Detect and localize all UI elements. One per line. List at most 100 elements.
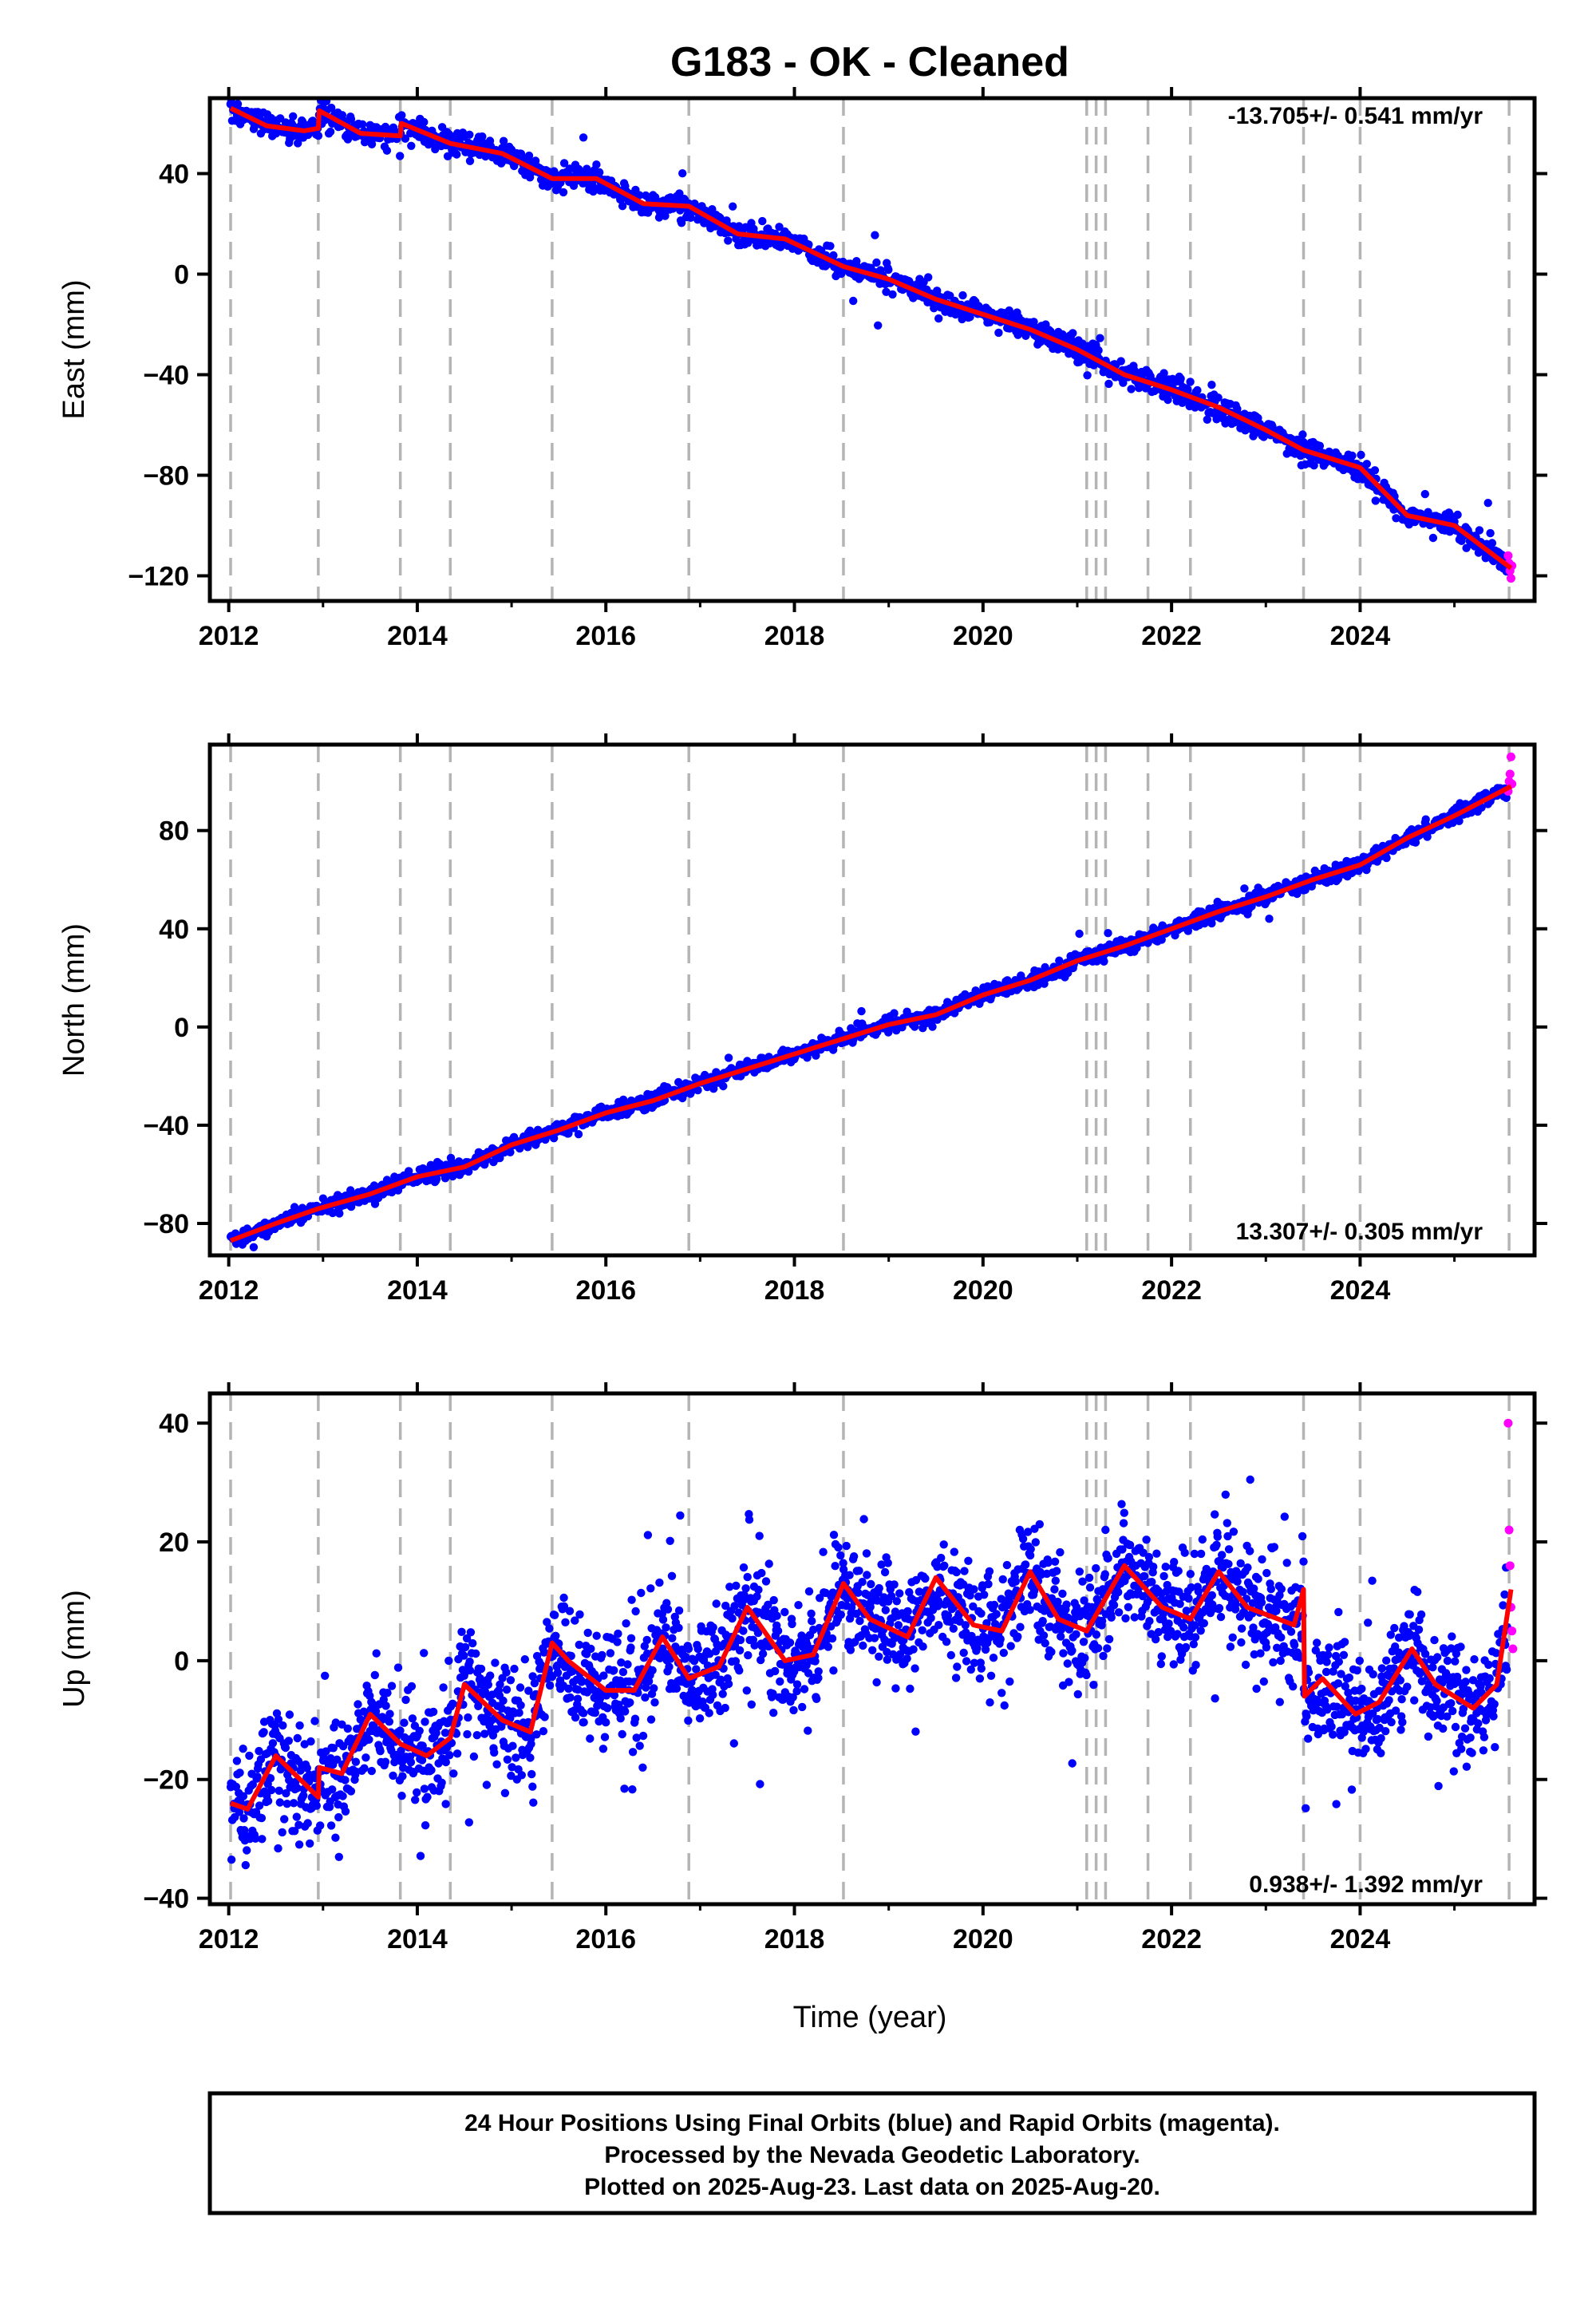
final-orbit-point: [812, 1694, 821, 1703]
final-orbit-point: [1050, 1585, 1059, 1594]
final-orbit-point: [960, 1567, 969, 1575]
final-orbit-point: [1025, 1606, 1034, 1614]
final-orbit-point: [802, 1661, 811, 1670]
final-orbit-point: [890, 1580, 899, 1589]
final-orbit-point: [274, 1844, 282, 1853]
final-orbit-point: [335, 1209, 344, 1218]
final-orbit-point: [255, 1746, 263, 1756]
final-orbit-point: [966, 313, 974, 322]
y-axis-label: North (mm): [57, 923, 91, 1077]
x-tick-label: 2018: [764, 621, 825, 651]
final-orbit-point: [871, 231, 879, 239]
final-orbit-point: [950, 1547, 959, 1556]
final-orbit-point: [1486, 528, 1495, 538]
final-orbit-point: [1044, 1558, 1053, 1567]
final-orbit-point: [598, 1650, 606, 1660]
final-orbit-point: [1207, 381, 1216, 389]
final-orbit-point: [858, 1578, 867, 1587]
final-orbit-point: [874, 321, 883, 330]
final-orbit-point: [482, 1780, 492, 1789]
final-orbit-point: [398, 1772, 407, 1780]
final-orbit-point: [543, 1618, 551, 1626]
final-orbit-point: [769, 1595, 778, 1605]
final-orbit-point: [321, 1671, 330, 1680]
final-orbit-point: [884, 1028, 893, 1037]
rapid-orbit-point: [1505, 769, 1515, 779]
final-orbit-point: [341, 1776, 350, 1784]
final-orbit-point: [1057, 1632, 1065, 1641]
final-orbit-point: [882, 287, 891, 296]
final-orbit-point: [540, 1713, 549, 1721]
final-orbit-point: [903, 1654, 911, 1663]
final-orbit-point: [814, 1667, 823, 1676]
final-orbit-point: [855, 1616, 864, 1626]
final-orbit-point: [524, 1686, 533, 1695]
final-orbit-point: [462, 1634, 472, 1643]
final-orbit-point: [268, 1739, 278, 1748]
final-orbit-point: [1203, 415, 1212, 424]
final-orbit-point: [492, 1760, 501, 1769]
final-orbit-point: [804, 1587, 814, 1596]
final-orbit-point: [1065, 1678, 1073, 1686]
final-orbit-point: [472, 1731, 481, 1740]
final-orbit-point: [1089, 361, 1098, 370]
final-orbit-point: [859, 1641, 867, 1650]
final-orbit-point: [393, 1663, 403, 1672]
model-fit-line: [229, 105, 1513, 571]
final-orbit-point: [663, 1605, 673, 1614]
final-orbit-point: [367, 1766, 376, 1776]
final-orbit-point: [539, 1727, 548, 1736]
final-orbit-point: [1315, 441, 1325, 450]
final-orbit-point: [764, 1559, 773, 1568]
final-orbit-point: [599, 1671, 608, 1680]
final-orbit-point: [326, 127, 335, 136]
x-tick-label: 2022: [1141, 1275, 1202, 1306]
final-orbit-point: [1078, 1577, 1087, 1586]
final-orbit-point: [628, 1748, 638, 1757]
final-orbit-point: [635, 1741, 644, 1750]
x-tick-label: 2018: [764, 1275, 825, 1306]
final-orbit-point: [592, 160, 601, 169]
final-orbit-point: [441, 1757, 450, 1767]
final-orbit-point: [1023, 1528, 1033, 1536]
final-orbit-point: [245, 1751, 254, 1761]
final-orbit-point: [253, 1773, 262, 1781]
final-orbit-point: [966, 1665, 976, 1674]
final-orbit-point: [1039, 1631, 1049, 1640]
final-orbit-point: [520, 1655, 529, 1664]
final-orbit-point: [550, 1611, 559, 1620]
final-orbit-point: [1233, 405, 1242, 413]
final-orbit-point: [711, 1670, 720, 1679]
final-orbit-point: [385, 1717, 393, 1726]
final-orbit-point: [464, 1818, 473, 1827]
final-orbit-point: [905, 1587, 914, 1597]
final-orbit-point: [360, 1764, 369, 1773]
final-orbit-point: [711, 1647, 721, 1656]
final-orbit-point: [875, 1583, 883, 1593]
final-orbit-point: [465, 1666, 475, 1675]
final-orbit-point: [1094, 346, 1103, 355]
final-orbit-point: [480, 1729, 489, 1738]
final-orbit-point: [1018, 1535, 1028, 1543]
final-orbit-point: [356, 1715, 365, 1724]
final-orbit-point: [755, 1531, 764, 1540]
final-orbit-point: [894, 1621, 903, 1630]
final-orbit-point: [293, 1733, 302, 1743]
final-orbit-point: [417, 1756, 427, 1765]
y-tick-label: 0: [174, 260, 189, 290]
final-orbit-point: [674, 1077, 683, 1087]
final-orbit-point: [677, 219, 686, 227]
final-orbit-point: [756, 1780, 764, 1788]
final-orbit-point: [476, 1664, 486, 1674]
final-orbit-point: [1186, 377, 1195, 386]
final-orbit-point: [258, 1835, 267, 1844]
final-orbit-point: [614, 1629, 622, 1638]
final-orbit-point: [1240, 884, 1249, 893]
final-orbit-point: [465, 130, 474, 139]
final-orbit-point: [293, 1784, 302, 1792]
final-orbit-point: [227, 1856, 236, 1864]
final-orbit-point: [1051, 1576, 1061, 1585]
final-orbit-point: [970, 1658, 979, 1667]
final-orbit-point: [587, 1644, 595, 1654]
chart-title: G183 - OK - Cleaned: [670, 39, 1069, 85]
